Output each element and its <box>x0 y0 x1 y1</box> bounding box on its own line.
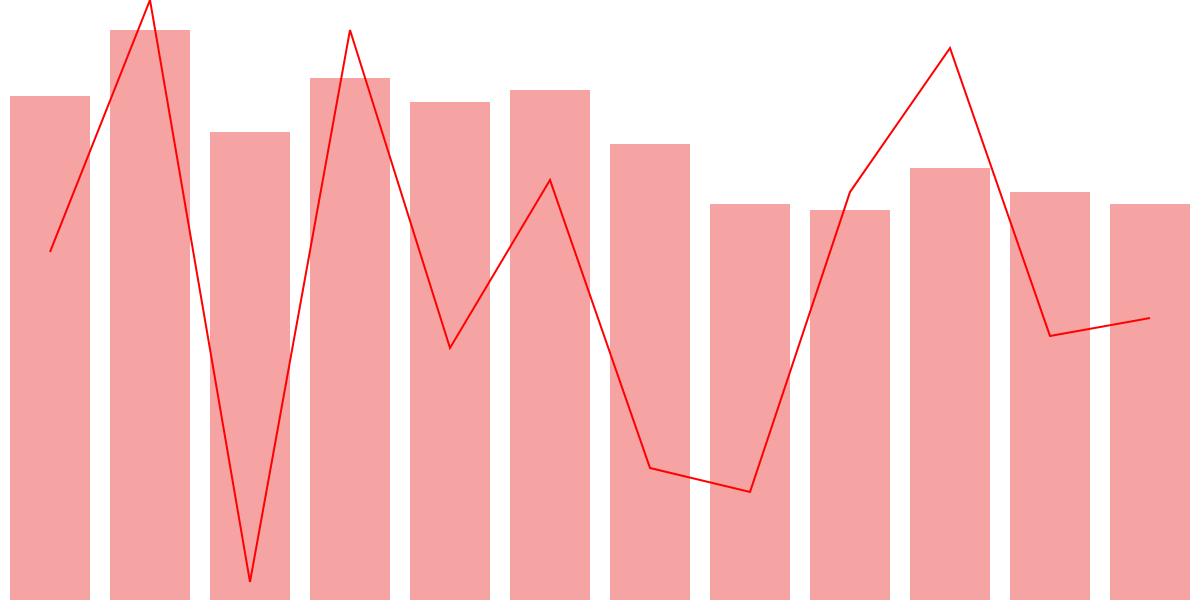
bar <box>810 210 890 600</box>
bar <box>910 168 990 600</box>
bar <box>1110 204 1190 600</box>
bar <box>10 96 90 600</box>
bar-slot <box>200 0 300 600</box>
bar-slot <box>1100 0 1200 600</box>
bar-slot <box>300 0 400 600</box>
bar <box>210 132 290 600</box>
bar-slot <box>900 0 1000 600</box>
bar <box>710 204 790 600</box>
bar <box>110 30 190 600</box>
bar <box>410 102 490 600</box>
bar-slot <box>0 0 100 600</box>
bar-slot <box>100 0 200 600</box>
bar <box>1010 192 1090 600</box>
bar <box>310 78 390 600</box>
bar-slot <box>1000 0 1100 600</box>
bar <box>610 144 690 600</box>
bar-slot <box>700 0 800 600</box>
bar <box>510 90 590 600</box>
bar-series <box>0 0 1200 600</box>
combo-chart <box>0 0 1200 600</box>
bar-slot <box>500 0 600 600</box>
bar-slot <box>600 0 700 600</box>
bar-slot <box>400 0 500 600</box>
bar-slot <box>800 0 900 600</box>
